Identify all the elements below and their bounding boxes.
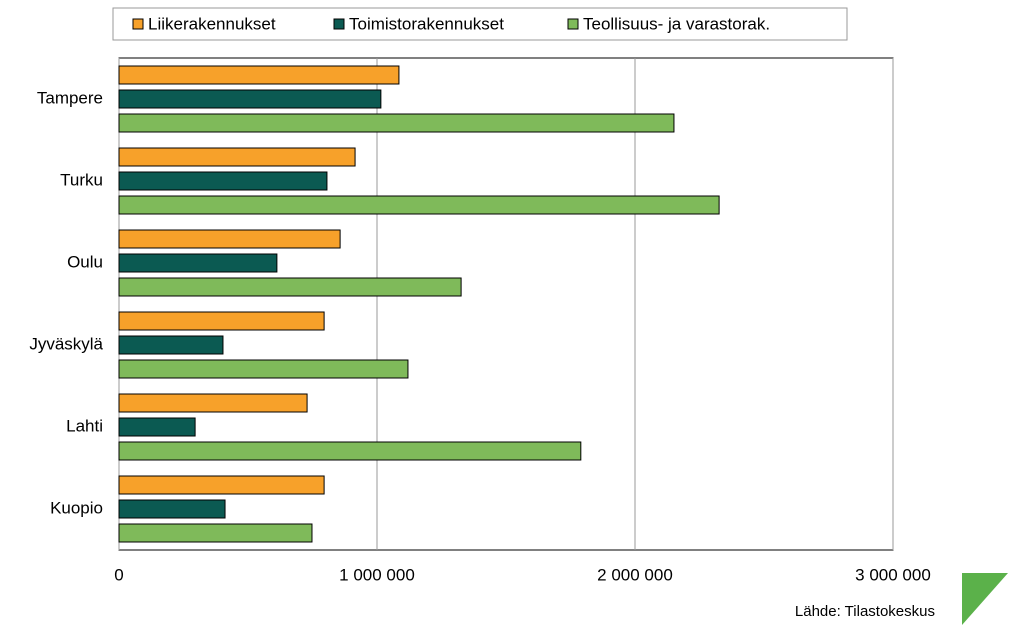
bar bbox=[118, 113, 675, 133]
logo bbox=[962, 573, 1008, 625]
legend-swatch bbox=[333, 18, 345, 30]
bar bbox=[118, 147, 356, 167]
y-tick-label: Jyväskylä bbox=[29, 334, 103, 353]
y-tick-label: Kuopio bbox=[50, 498, 103, 517]
bar bbox=[118, 523, 313, 543]
bar bbox=[118, 89, 382, 109]
bar bbox=[118, 417, 196, 437]
y-tick-label: Turku bbox=[60, 170, 103, 189]
x-tick-label: 0 bbox=[114, 565, 123, 584]
bar bbox=[118, 475, 325, 495]
bar bbox=[118, 335, 224, 355]
bar bbox=[118, 277, 462, 297]
bar bbox=[118, 499, 226, 519]
x-tick-label: 1 000 000 bbox=[339, 565, 415, 584]
y-tick-label: Tampere bbox=[37, 88, 103, 107]
bar bbox=[118, 393, 308, 413]
bar bbox=[118, 195, 720, 215]
legend-label: Teollisuus- ja varastorak. bbox=[583, 14, 770, 33]
bar bbox=[118, 359, 409, 379]
bar bbox=[118, 311, 325, 331]
bar bbox=[118, 171, 328, 191]
source: Lähde: Tilastokeskus bbox=[795, 603, 935, 620]
legend-swatch bbox=[132, 18, 144, 30]
legend-label: Liikerakennukset bbox=[148, 14, 276, 33]
bar bbox=[118, 253, 278, 273]
legend-label: Toimistorakennukset bbox=[349, 14, 504, 33]
x-tick-label: 3 000 000 bbox=[855, 565, 931, 584]
legend-box bbox=[112, 7, 848, 41]
bar bbox=[118, 441, 582, 461]
bar bbox=[118, 229, 341, 249]
y-tick-label: Oulu bbox=[67, 252, 103, 271]
x-tick-label: 2 000 000 bbox=[597, 565, 673, 584]
y-tick-label: Lahti bbox=[66, 416, 103, 435]
bar bbox=[118, 65, 400, 85]
plot-area bbox=[118, 57, 894, 551]
legend-swatch bbox=[567, 18, 579, 30]
